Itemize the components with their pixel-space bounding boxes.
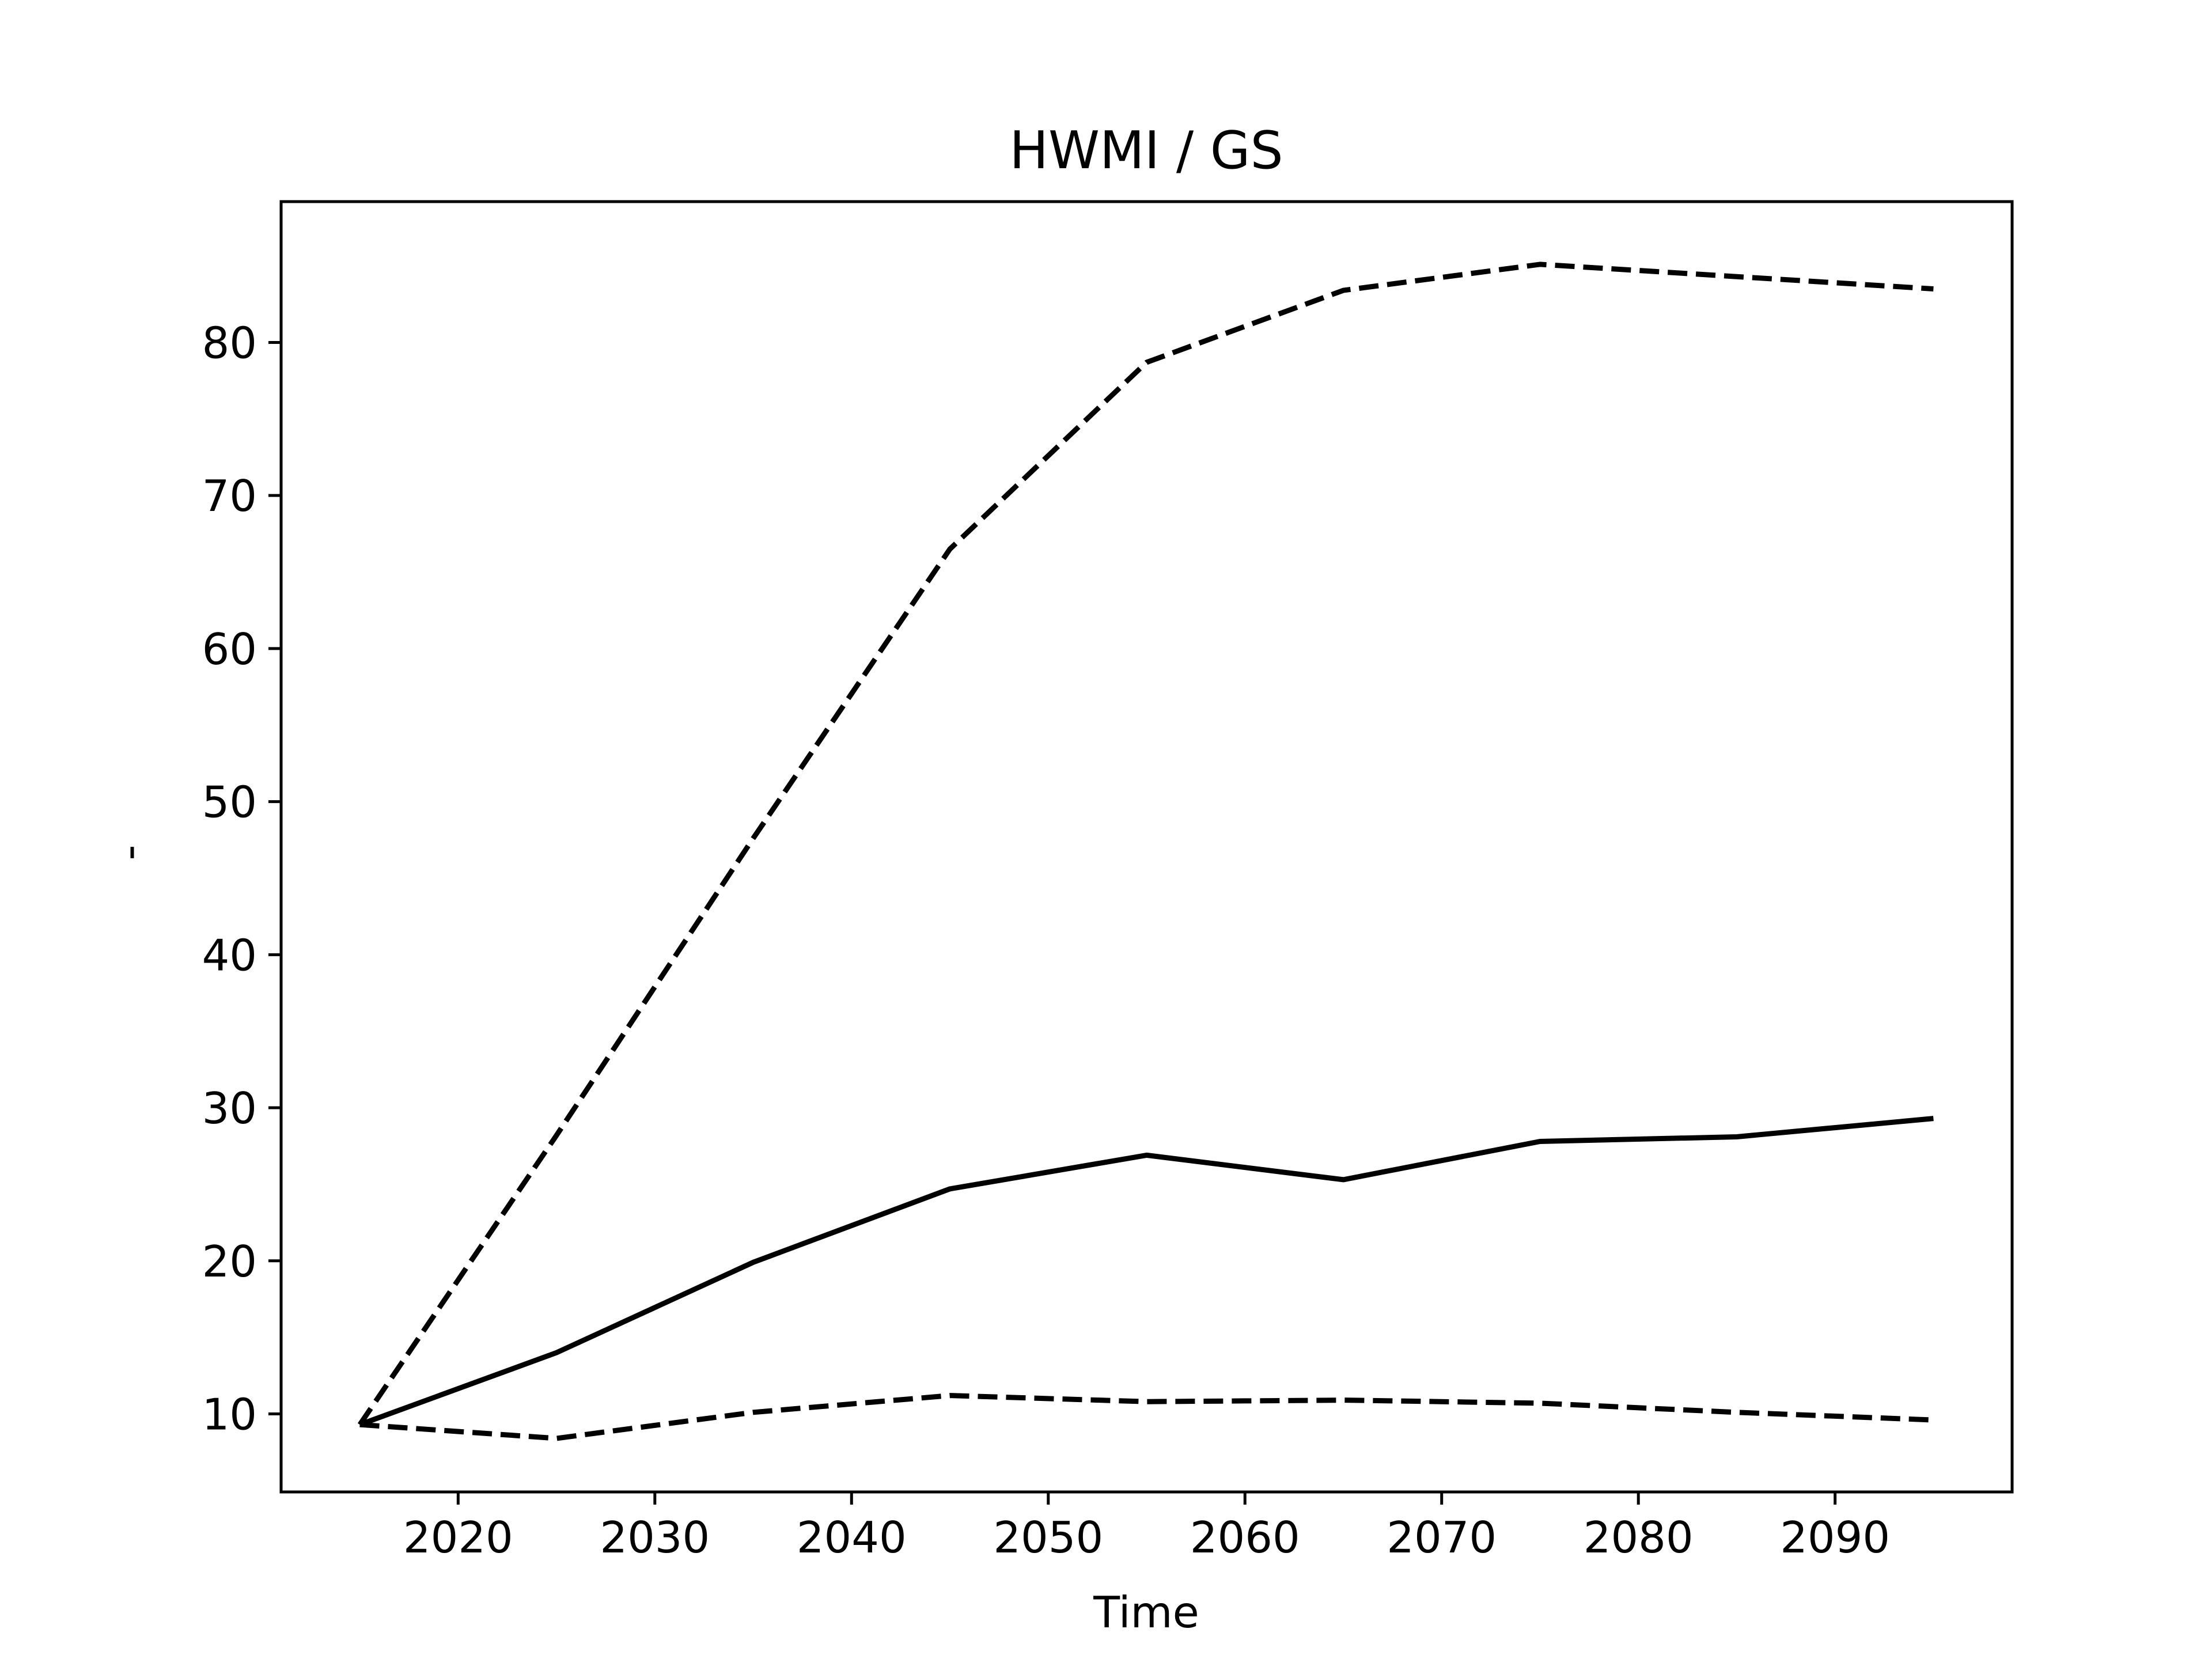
x-tick-label: 2060 [1190, 1512, 1300, 1563]
x-tick-label: 2070 [1387, 1512, 1497, 1563]
plot-area [357, 262, 1934, 1441]
x-tick-label: 2080 [1584, 1512, 1694, 1563]
y-tick-label: 50 [202, 777, 257, 828]
x-tick-label: 2020 [403, 1512, 513, 1563]
y-tick-label: 70 [202, 471, 257, 521]
series-line-1 [359, 1116, 1934, 1427]
y-tick-label: 20 [202, 1236, 257, 1287]
y-tick-label: 10 [202, 1389, 257, 1440]
x-tick-label: 2030 [600, 1512, 710, 1563]
x-tick-label: 2090 [1780, 1512, 1890, 1563]
x-axis: 2020 2030 2040 2050 2060 2070 2080 2090 [403, 1492, 1890, 1563]
y-axis: 10 20 30 40 50 60 70 80 [202, 317, 281, 1440]
chart-title: HWMI / GS [1009, 120, 1283, 181]
plot-frame [279, 200, 2014, 1494]
y-tick-label: 60 [202, 624, 257, 675]
x-tick-label: 2040 [797, 1512, 907, 1563]
y-axis-label: - [104, 844, 154, 860]
y-tick-label: 40 [202, 930, 257, 980]
series-line-2 [357, 262, 1934, 1426]
x-tick-label: 2050 [993, 1512, 1103, 1563]
series-line-3 [359, 1393, 1934, 1441]
x-axis-label: Time [1093, 1587, 1199, 1638]
y-tick-label: 80 [202, 317, 257, 368]
y-tick-label: 30 [202, 1083, 257, 1134]
